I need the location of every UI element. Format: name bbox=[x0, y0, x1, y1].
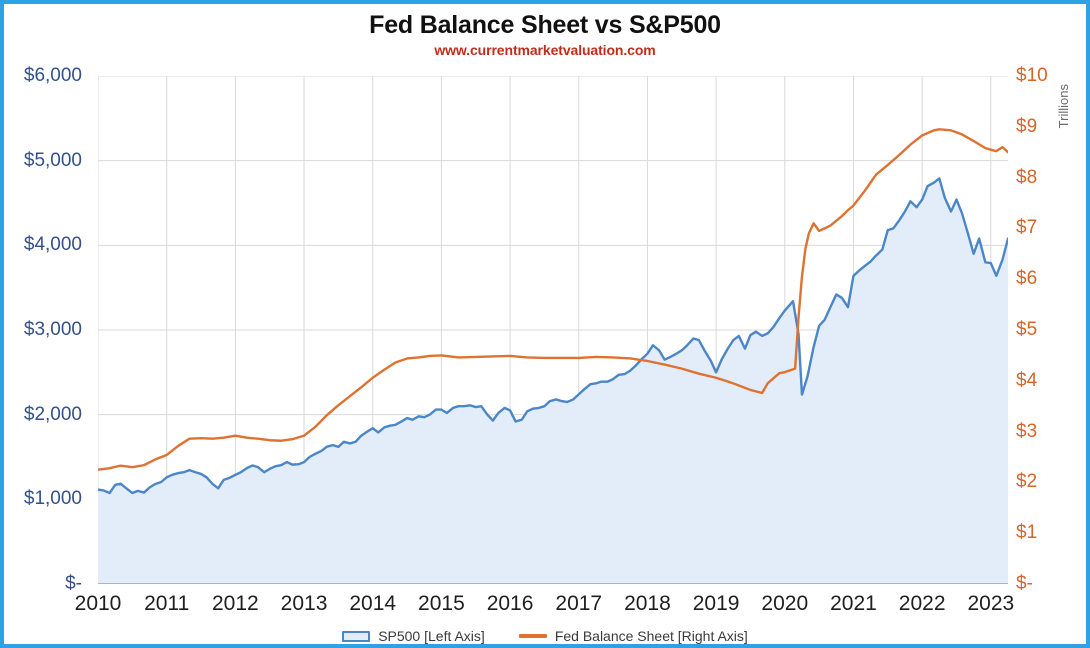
right-axis-tick-label: $8 bbox=[1016, 166, 1038, 188]
page-title: Fed Balance Sheet vs S&P500 bbox=[369, 11, 721, 39]
plot-area bbox=[98, 76, 1008, 584]
x-axis-tick-label: 2014 bbox=[349, 592, 397, 615]
x-axis-tick-label: 2013 bbox=[280, 592, 328, 615]
sp500-area bbox=[98, 178, 1008, 584]
x-axis-tick-label: 2020 bbox=[761, 592, 809, 615]
right-axis-tick-label: $9 bbox=[1016, 115, 1038, 137]
right-axis-tick-label: $6 bbox=[1016, 268, 1038, 290]
source-url: www.currentmarketvaluation.com bbox=[434, 42, 656, 58]
right-axis-tick-label: $7 bbox=[1016, 217, 1038, 239]
x-axis-tick-label: 2023 bbox=[967, 592, 1015, 615]
right-axis-tick-label: $1 bbox=[1016, 522, 1038, 544]
legend-label: Fed Balance Sheet [Right Axis] bbox=[554, 628, 748, 644]
x-axis-tick-label: 2017 bbox=[555, 592, 603, 615]
x-axis-tick-label: 2011 bbox=[144, 592, 190, 615]
x-axis-tick-label: 2016 bbox=[486, 592, 534, 615]
legend-swatch-area-icon bbox=[342, 630, 371, 642]
left-axis-tick-label: $4,000 bbox=[23, 234, 82, 256]
x-axis-tick-label: 2021 bbox=[830, 592, 877, 615]
x-axis-tick-label: 2015 bbox=[418, 592, 465, 615]
right-axis-tick-label: $- bbox=[1016, 573, 1033, 594]
left-axis-tick-label: $5,000 bbox=[23, 149, 82, 171]
legend-swatch-line-icon bbox=[518, 634, 547, 638]
right-axis-tick-label: $4 bbox=[1016, 369, 1038, 391]
right-axis-unit-label: Trillions bbox=[1056, 84, 1071, 129]
x-axis-tick-label: 2018 bbox=[624, 592, 671, 615]
x-axis-tick-label: 2022 bbox=[898, 592, 946, 615]
left-axis-tick-label: $2,000 bbox=[23, 403, 82, 425]
legend-item[interactable]: Fed Balance Sheet [Right Axis] bbox=[518, 628, 748, 644]
legend-label: SP500 [Left Axis] bbox=[378, 628, 485, 644]
chart-svg bbox=[98, 76, 1008, 584]
x-axis-tick-label: 2019 bbox=[692, 592, 740, 615]
x-axis-tick-label: 2010 bbox=[74, 592, 122, 615]
legend-item[interactable]: SP500 [Left Axis] bbox=[342, 628, 485, 644]
left-axis-tick-label: $6,000 bbox=[23, 65, 82, 86]
x-axis-tick-label: 2012 bbox=[211, 592, 259, 615]
right-axis-tick-label: $2 bbox=[1016, 471, 1038, 493]
right-axis-tick-label: $5 bbox=[1016, 319, 1038, 340]
left-axis-tick-label: $3,000 bbox=[23, 319, 82, 340]
right-axis-tick-label: $3 bbox=[1016, 420, 1038, 442]
chart-legend: SP500 [Left Axis] Fed Balance Sheet [Righ… bbox=[4, 628, 1086, 644]
series-lines bbox=[98, 128, 1008, 495]
right-axis-tick-label: $10 bbox=[1016, 65, 1048, 86]
left-axis-tick-label: $- bbox=[65, 573, 82, 594]
left-axis-tick-label: $1,000 bbox=[23, 488, 82, 510]
